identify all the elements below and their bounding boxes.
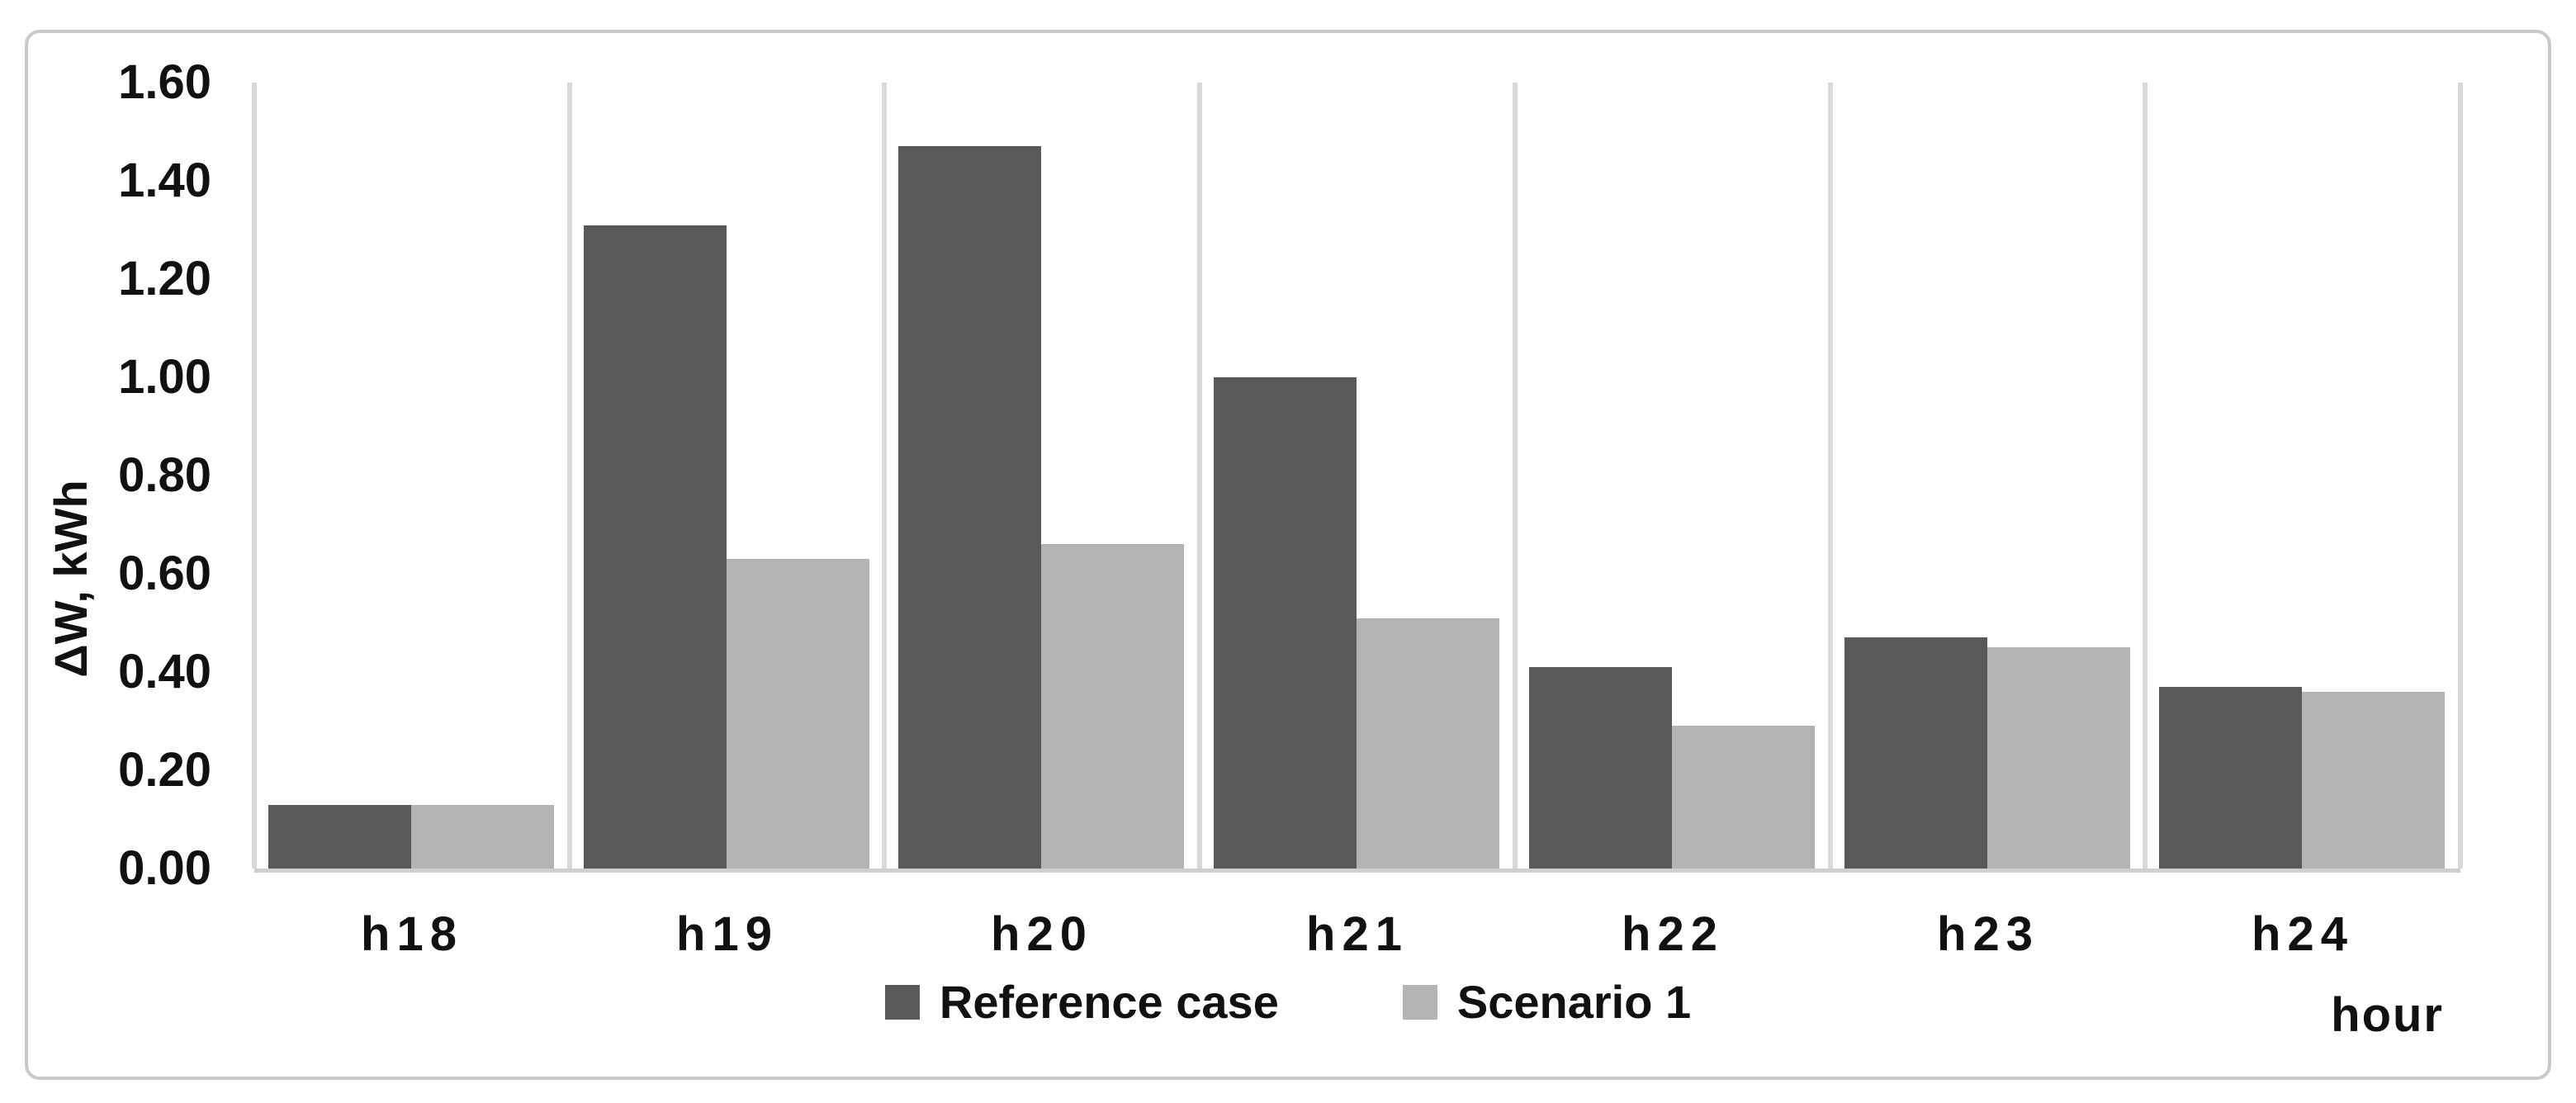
- bar-scenario-1-h23: [1987, 647, 2130, 869]
- vertical-gridline: [2143, 83, 2147, 869]
- y-tick-label: 0.80: [118, 448, 211, 502]
- category-label-h24: h24: [2252, 907, 2354, 961]
- y-tick-label: 0.40: [118, 645, 211, 698]
- vertical-gridline: [882, 83, 887, 869]
- vertical-gridline: [1513, 83, 1518, 869]
- category-label-h18: h18: [361, 907, 463, 961]
- y-tick-label: 0.00: [118, 841, 211, 895]
- category-label-h20: h20: [991, 907, 1093, 961]
- legend-item-scenario-1: Scenario 1: [1402, 976, 1692, 1029]
- vertical-gridline: [1828, 83, 1833, 869]
- legend-label: Reference case: [939, 976, 1279, 1028]
- category-label-h19: h19: [676, 907, 779, 961]
- bar-reference-case-h21: [1214, 377, 1357, 869]
- bar-reference-case-h23: [1844, 637, 1987, 869]
- vertical-gridline: [1197, 83, 1202, 869]
- bar-scenario-1-h18: [411, 805, 554, 869]
- legend-swatch-reference-case: [884, 985, 920, 1020]
- legend-item-reference-case: Reference case: [884, 976, 1279, 1029]
- bar-scenario-1-h22: [1672, 726, 1815, 869]
- category-label-h21: h21: [1306, 907, 1409, 961]
- bar-scenario-1-h20: [1041, 544, 1184, 869]
- y-tick-label: 1.20: [118, 252, 211, 305]
- vertical-gridline: [2458, 83, 2463, 869]
- bar-reference-case-h20: [898, 146, 1041, 869]
- bar-reference-case-h19: [584, 225, 727, 869]
- category-label-h23: h23: [1937, 907, 2039, 961]
- vertical-gridline: [567, 83, 572, 869]
- y-tick-label: 0.20: [118, 743, 211, 797]
- legend: Reference case Scenario 1: [0, 976, 2576, 1029]
- bar-scenario-1-h19: [727, 559, 869, 869]
- y-tick-label: 1.40: [118, 154, 211, 207]
- legend-swatch-scenario-1: [1402, 985, 1437, 1020]
- category-label-h22: h22: [1622, 907, 1724, 961]
- y-tick-label: 1.00: [118, 350, 211, 404]
- bar-reference-case-h22: [1529, 667, 1672, 869]
- y-axis-line: [252, 83, 257, 869]
- bar-scenario-1-h24: [2302, 692, 2445, 869]
- bar-reference-case-h18: [268, 805, 411, 869]
- y-tick-label: 1.60: [118, 55, 211, 109]
- bar-reference-case-h24: [2159, 687, 2302, 869]
- x-axis-title: hour: [2331, 988, 2444, 1042]
- figure-border: [25, 30, 2551, 1080]
- bar-scenario-1-h21: [1357, 618, 1499, 869]
- legend-label: Scenario 1: [1456, 976, 1692, 1028]
- y-tick-label: 0.60: [118, 547, 211, 600]
- x-axis-line: [254, 869, 2460, 873]
